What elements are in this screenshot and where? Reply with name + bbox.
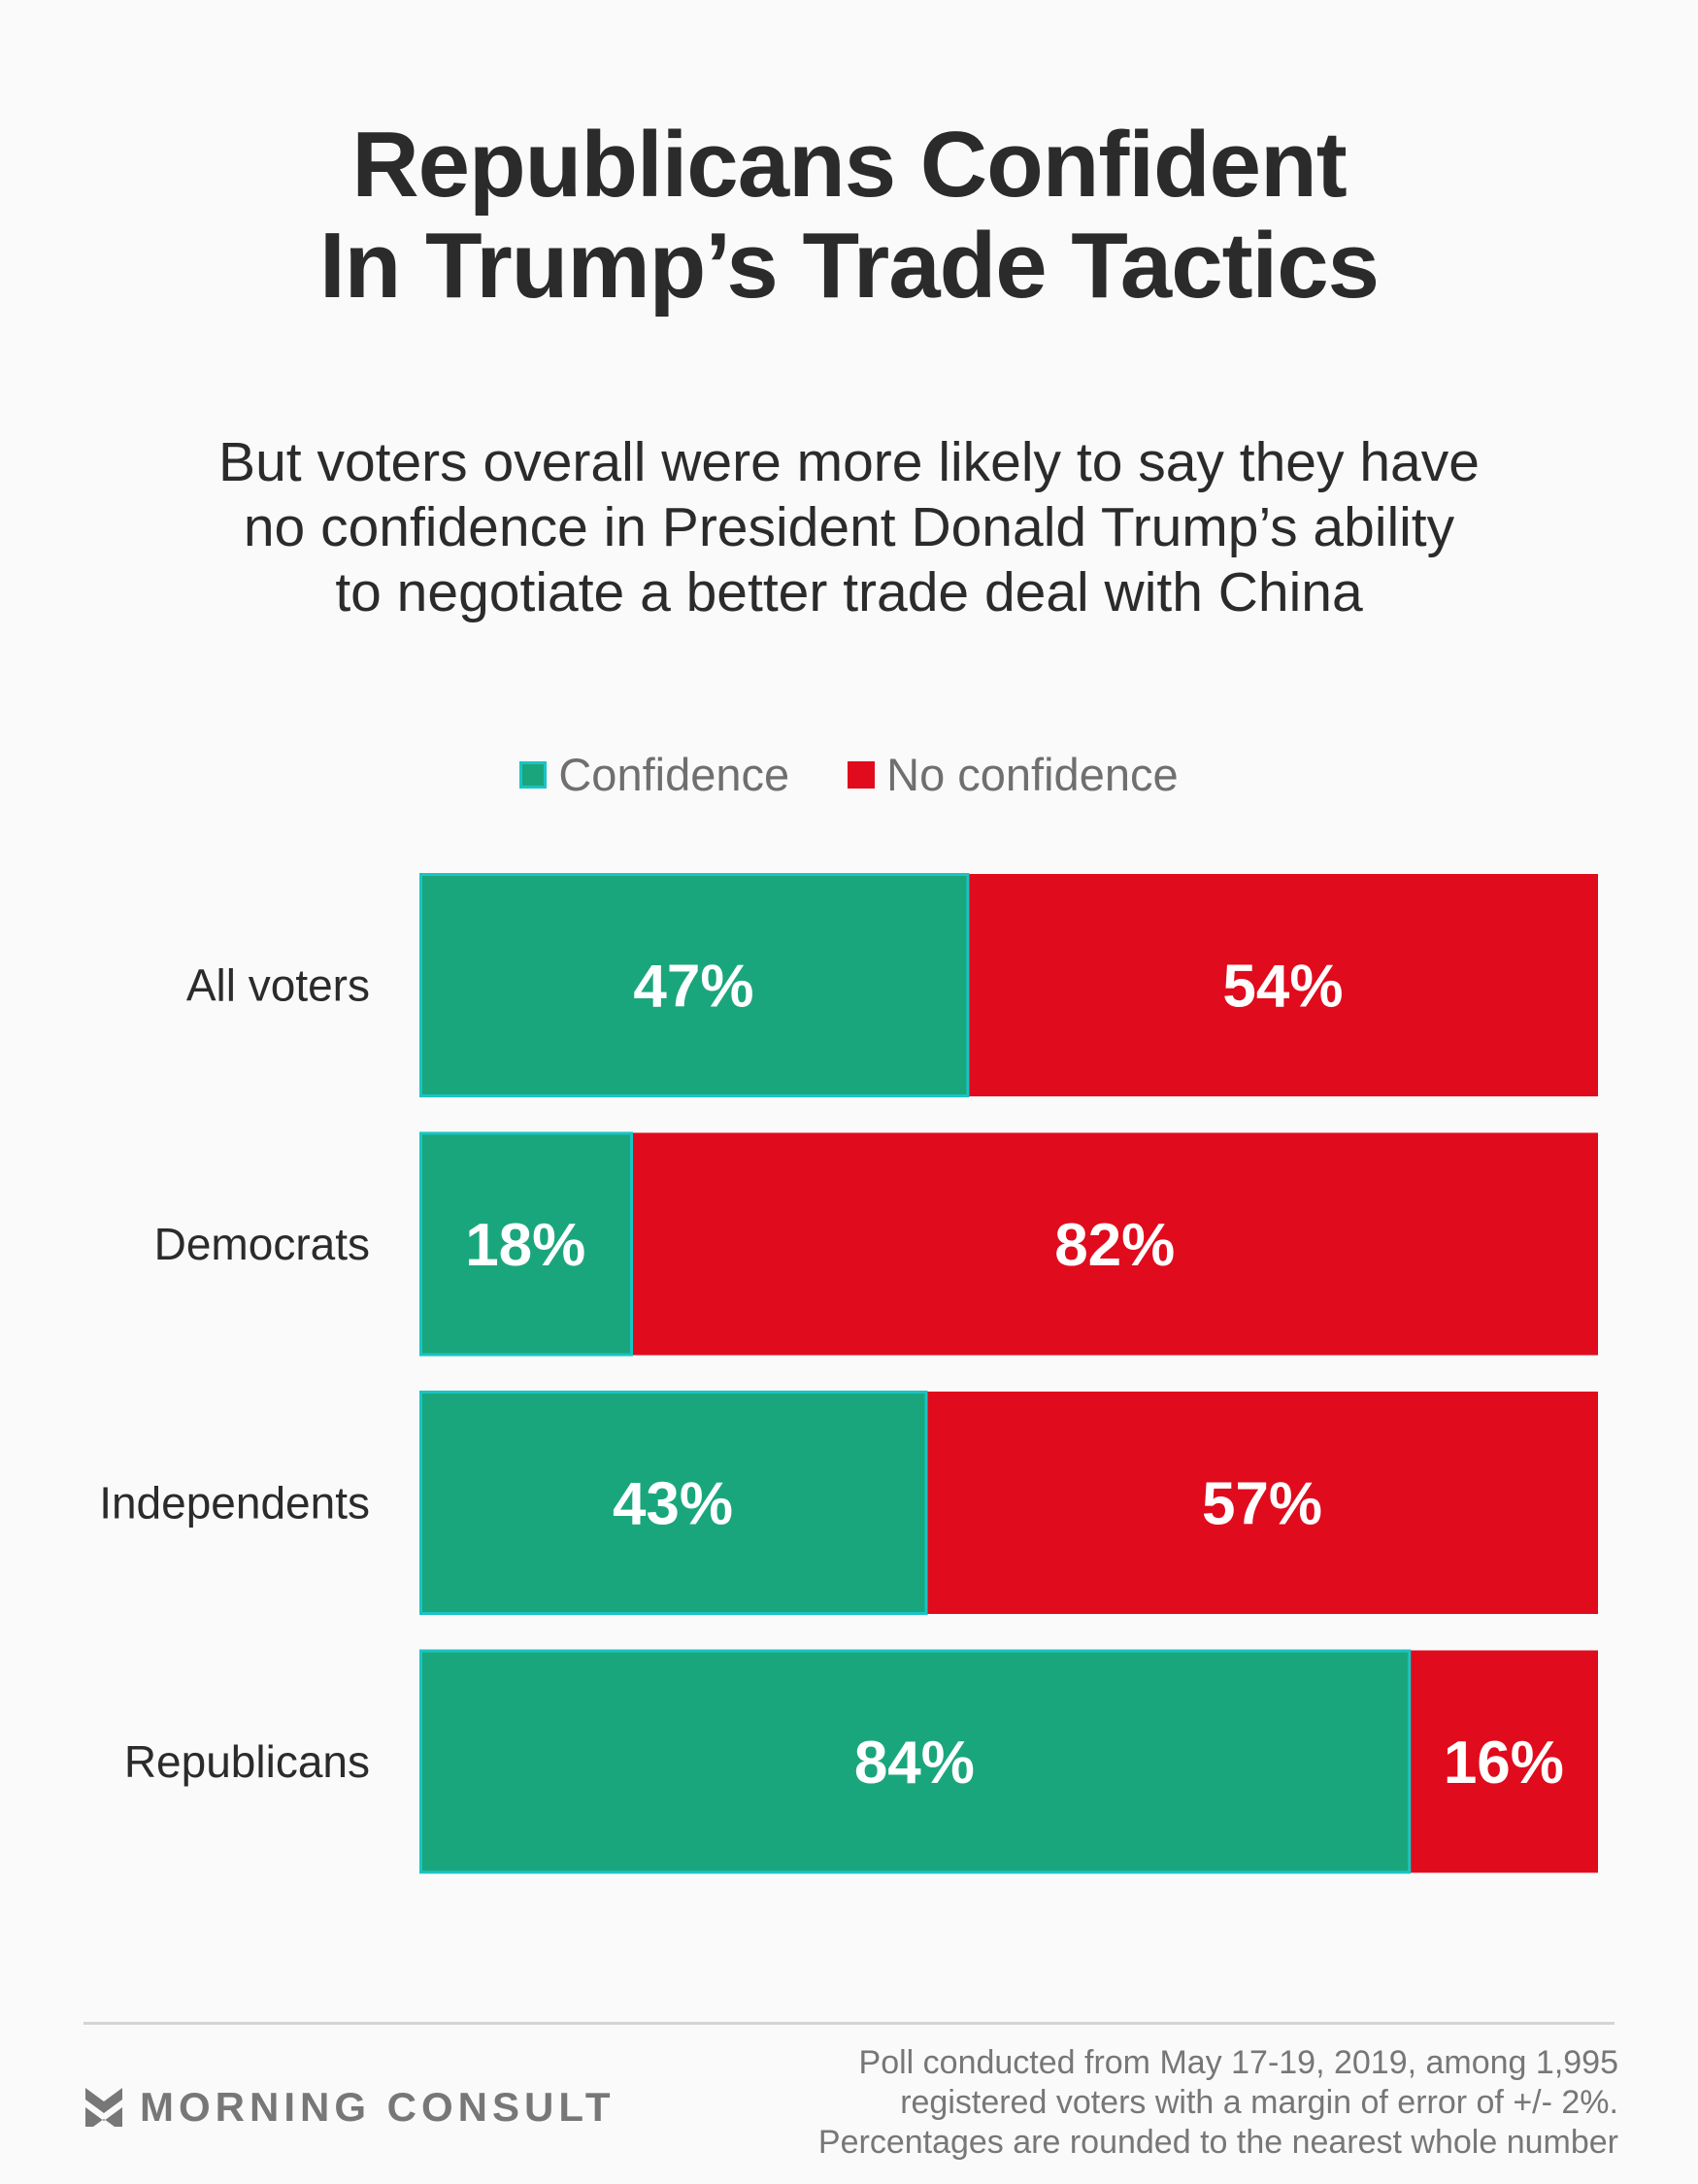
note-line: registered voters with a margin of error… — [900, 2084, 1618, 2121]
legend-item-no-confidence: No confidence — [848, 748, 1179, 801]
brand-name: MORNING CONSULT — [140, 2084, 616, 2130]
bar-confidence — [419, 873, 970, 1097]
legend-label: Confidence — [558, 749, 790, 800]
chart-title: Republicans Confident In Trump’s Trade T… — [0, 115, 1698, 317]
footer-divider — [83, 2022, 1615, 2025]
value-label-no-confidence: 54% — [1222, 954, 1343, 1021]
bar-confidence — [419, 1649, 1412, 1874]
title-line: In Trump’s Trade Tactics — [318, 214, 1380, 318]
bar-no-confidence — [926, 1392, 1598, 1614]
note-line: Poll conducted from May 17-19, 2019, amo… — [858, 2044, 1618, 2081]
bar-confidence — [419, 1131, 634, 1357]
legend: Confidence No confidence — [0, 748, 1698, 801]
bar-no-confidence — [1409, 1650, 1598, 1873]
bar-no-confidence — [967, 874, 1598, 1096]
note-line: Percentages are rounded to the nearest w… — [817, 2124, 1618, 2161]
legend-item-confidence: Confidence — [519, 748, 789, 801]
title-line: Republicans Confident — [351, 113, 1347, 217]
value-label-no-confidence: 57% — [1202, 1471, 1322, 1538]
morning-consult-logo-icon — [85, 2088, 122, 2127]
chart-subtitle: But voters overall were more likely to s… — [0, 430, 1698, 625]
category-label: Democrats — [154, 1219, 370, 1269]
subtitle-line: no confidence in President Donald Trump’… — [243, 496, 1455, 558]
value-label-confidence: 18% — [465, 1212, 585, 1279]
subtitle-line: to negotiate a better trade deal with Ch… — [335, 561, 1363, 623]
stacked-bar-chart: All voters 47% 54% Democrats 18% 82% Independe… — [99, 873, 1598, 1874]
value-label-confidence: 43% — [613, 1471, 733, 1538]
category-label: All voters — [186, 960, 370, 1011]
legend-swatch-no-confidence — [848, 760, 876, 789]
value-label-confidence: 84% — [854, 1730, 975, 1797]
category-label: Independents — [99, 1478, 370, 1529]
bar-confidence — [419, 1391, 928, 1615]
legend-label: No confidence — [886, 749, 1179, 800]
bar-no-confidence — [631, 1132, 1598, 1356]
subtitle-line: But voters overall were more likely to s… — [218, 431, 1480, 493]
value-label-no-confidence: 16% — [1444, 1730, 1564, 1797]
methodology-note: Poll conducted from May 17-19, 2019, amo… — [818, 2043, 1618, 2163]
value-label-confidence: 47% — [633, 954, 753, 1021]
brand-logo: MORNING CONSULT — [85, 2084, 616, 2131]
category-label: Republicans — [124, 1736, 370, 1787]
legend-swatch-confidence — [519, 760, 548, 789]
value-label-no-confidence: 82% — [1054, 1212, 1175, 1279]
